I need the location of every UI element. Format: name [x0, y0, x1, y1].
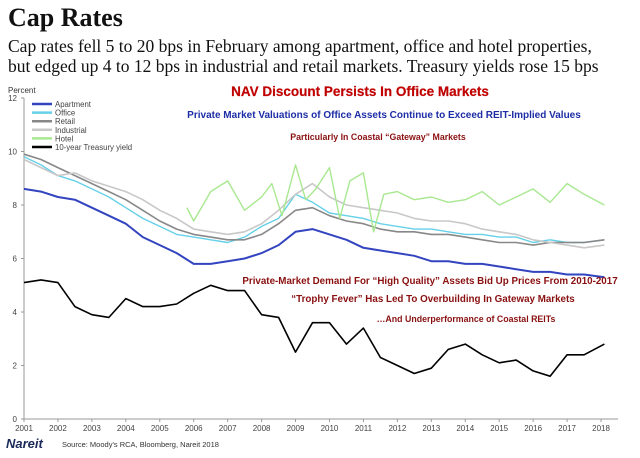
legend-entry: Hotel	[55, 134, 73, 143]
legend-entry: Retail	[55, 117, 75, 126]
x-tick-label: 2003	[83, 424, 101, 433]
y-tick-label: 8	[13, 201, 18, 210]
y-tick-label: 2	[13, 362, 18, 371]
x-tick-label: 2014	[456, 424, 474, 433]
legend-entry: Office	[55, 109, 75, 118]
series-layer	[23, 153, 605, 378]
y-tick-label: 6	[13, 255, 18, 264]
y-axis-label: Percent	[8, 86, 36, 95]
x-tick-label: 2004	[117, 424, 135, 433]
subtitle-line-1: Cap rates fell 5 to 20 bps in February a…	[8, 36, 592, 56]
annotation-headline: NAV Discount Persists In Office Markets	[231, 84, 489, 99]
annotation-line1: Private Market Valuations of Office Asse…	[187, 110, 581, 121]
series-line-apartment	[23, 187, 605, 279]
page-title: Cap Rates	[8, 3, 123, 32]
y-tick-label: 0	[13, 415, 18, 424]
x-tick-label: 2018	[592, 424, 610, 433]
x-tick-label: 2006	[185, 424, 203, 433]
annotations: NAV Discount Persists In Office Markets …	[187, 84, 618, 324]
x-tick-label: 2015	[490, 424, 508, 433]
nareit-logo: Nareit	[6, 436, 43, 451]
x-tick-label: 2009	[287, 424, 305, 433]
x-tick-label: 2017	[558, 424, 576, 433]
annotation-line2: Particularly In Coastal “Gateway” Market…	[290, 132, 466, 142]
source-note: Source: Moody's RCA, Bloomberg, Nareit 2…	[62, 440, 219, 449]
y-tick-label: 10	[8, 148, 17, 157]
x-tick-label: 2002	[49, 424, 67, 433]
chart-legend: ApartmentOfficeRetailIndustrialHotel10-y…	[32, 100, 132, 152]
x-tick-label: 2001	[15, 424, 33, 433]
legend-entry: Industrial	[55, 126, 87, 135]
x-tick-label: 2010	[321, 424, 339, 433]
x-tick-label: 2005	[151, 424, 169, 433]
y-tick-label: 4	[13, 308, 18, 317]
annotation-line3: Private-Market Demand For “High Quality”…	[242, 276, 618, 287]
legend-entry: Apartment	[55, 100, 92, 109]
x-tick-label: 2013	[422, 424, 440, 433]
legend-entry: 10-year Treasury yield	[55, 143, 132, 152]
chart-axes: Percent 0 2 4 6 8 10 12 2001 2002 2003 2004 2005 2006…	[8, 86, 618, 433]
x-tick-label: 2016	[524, 424, 542, 433]
series-line-10-year-treasury-yield	[23, 279, 605, 378]
series-line-industrial	[23, 158, 605, 249]
x-tick-label: 2011	[355, 424, 373, 433]
annotation-line5: …And Underperformance of Coastal REITs	[377, 314, 556, 324]
x-tick-label: 2007	[219, 424, 237, 433]
x-tick-label: 2012	[388, 424, 406, 433]
subtitle-line-2: but edged up 4 to 12 bps in industrial a…	[8, 56, 599, 76]
series-line-hotel	[186, 164, 605, 233]
y-tick-label: 12	[8, 94, 17, 103]
series-line-office	[23, 156, 605, 244]
annotation-line4: “Trophy Fever” Has Led To Overbuilding I…	[291, 294, 575, 305]
series-line-retail	[23, 153, 605, 246]
x-tick-label: 2008	[253, 424, 271, 433]
